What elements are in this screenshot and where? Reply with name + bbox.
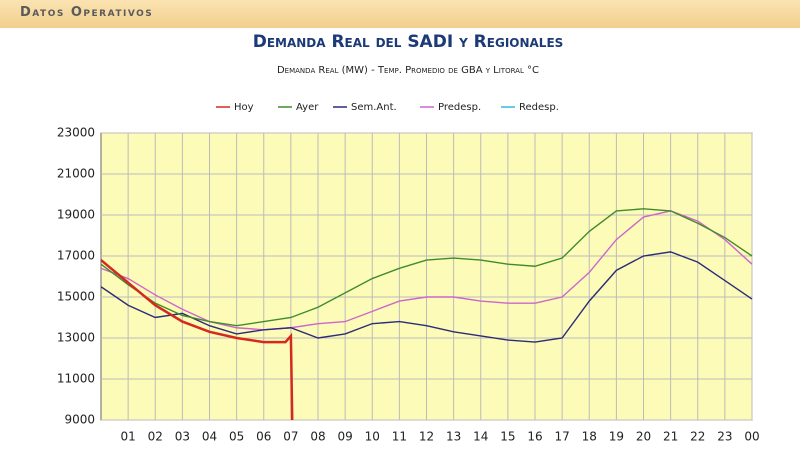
x-tick-label: 17 xyxy=(554,430,569,444)
x-tick-label: 10 xyxy=(365,430,380,444)
x-tick-label: 21 xyxy=(663,430,678,444)
x-tick-label: 06 xyxy=(256,430,271,444)
chart-title: Demanda Real del SADI y Regionales xyxy=(253,32,564,52)
x-tick-label: 18 xyxy=(582,430,597,444)
x-tick-label: 04 xyxy=(202,430,217,444)
x-tick-label: 19 xyxy=(609,430,624,444)
chart-subtitle: Demanda Real (MW) - Temp. Promedio de GB… xyxy=(277,65,539,76)
x-tick-label: 15 xyxy=(500,430,515,444)
x-tick-label: 09 xyxy=(337,430,352,444)
x-tick-label: 07 xyxy=(283,430,298,444)
header-title: Datos Operativos xyxy=(20,5,154,20)
x-tick-label: 00 xyxy=(744,430,759,444)
x-tick-label: 23 xyxy=(717,430,732,444)
x-tick-label: 22 xyxy=(690,430,705,444)
x-tick-label: 12 xyxy=(419,430,434,444)
x-tick-label: 20 xyxy=(636,430,651,444)
legend-label: Hoy xyxy=(234,102,254,113)
y-tick-label: 17000 xyxy=(57,249,95,263)
x-tick-label: 02 xyxy=(148,430,163,444)
header-bar: Datos Operativos xyxy=(0,0,800,28)
y-tick-label: 15000 xyxy=(57,290,95,304)
x-tick-label: 08 xyxy=(310,430,325,444)
y-tick-label: 23000 xyxy=(57,126,95,140)
x-tick-label: 03 xyxy=(175,430,190,444)
x-tick-label: 01 xyxy=(120,430,135,444)
x-tick-label: 11 xyxy=(392,430,407,444)
legend-label: Redesp. xyxy=(519,102,559,113)
y-tick-label: 9000 xyxy=(64,413,95,427)
y-tick-label: 11000 xyxy=(57,372,95,386)
series-line xyxy=(100,208,753,327)
legend-label: Ayer xyxy=(296,102,319,113)
x-tick-label: 13 xyxy=(446,430,461,444)
y-tick-label: 19000 xyxy=(57,208,95,222)
legend-label: Predesp. xyxy=(438,102,481,113)
series-line xyxy=(100,259,294,421)
x-tick-label: 14 xyxy=(473,430,488,444)
series-line xyxy=(100,251,753,343)
x-tick-label: 05 xyxy=(229,430,244,444)
y-tick-label: 13000 xyxy=(57,331,95,345)
legend-label: Sem.Ant. xyxy=(351,102,397,113)
y-tick-label: 21000 xyxy=(57,167,95,181)
x-tick-label: 16 xyxy=(527,430,542,444)
